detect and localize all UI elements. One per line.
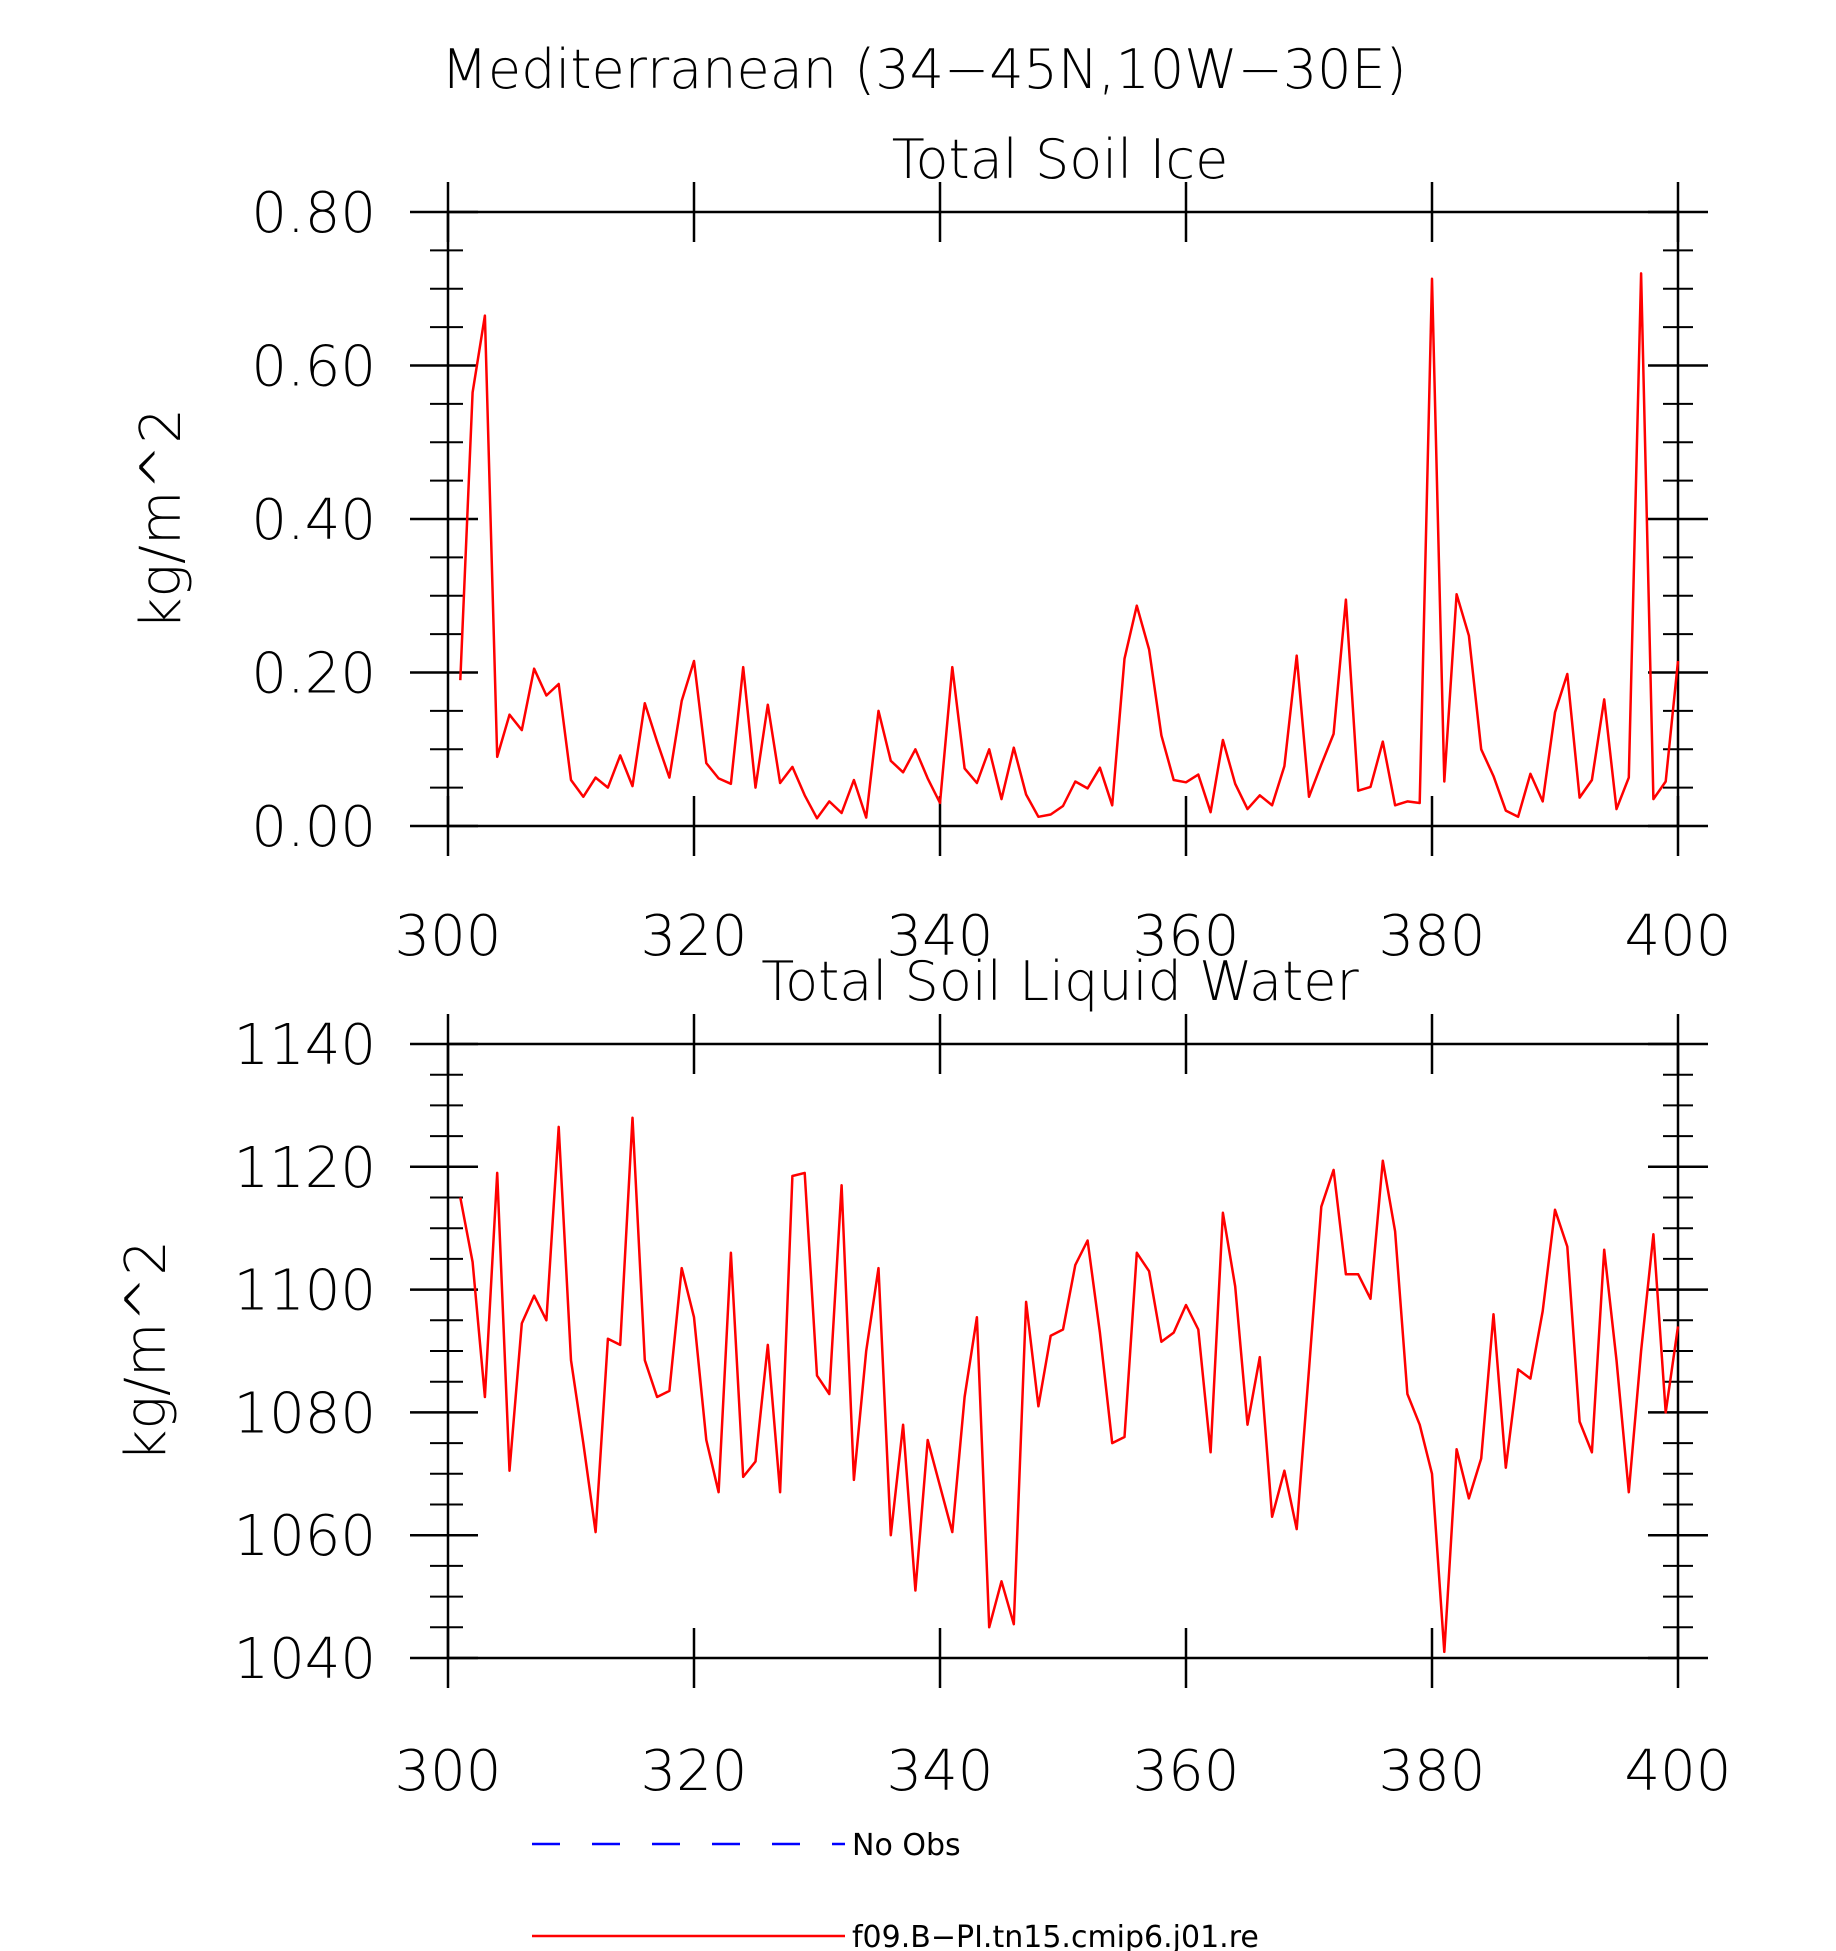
y-tick-label: 1140 (233, 1013, 376, 1078)
y-tick-label: 1100 (233, 1259, 376, 1324)
x-tick-label: 380 (1379, 904, 1486, 969)
x-tick-label: 360 (1133, 1739, 1240, 1804)
model-series-line (459, 1116, 1680, 1654)
x-tick-label: 400 (1625, 1739, 1732, 1804)
y-tick-label: 0.80 (251, 181, 376, 246)
y-tick-label: 0.20 (251, 642, 376, 707)
x-tick-label: 320 (641, 904, 748, 969)
panel-title: Total Soil Ice (892, 128, 1229, 191)
y-axis-label: kg/m^2 (114, 1240, 179, 1462)
legend-obs-label: No Obs (852, 1828, 961, 1863)
y-tick-label: 0.40 (251, 488, 376, 553)
figure-suptitle: Mediterranean (34−45N,10W−30E) (441, 38, 1406, 101)
panel-total-soil-ice: Total Soil Ice kg/m^2 0.00 0.20 0.40 0.60 0.80… (129, 128, 1731, 969)
y-tick-label: 1080 (233, 1381, 376, 1446)
y-tick-label: 0.00 (251, 795, 376, 860)
panel-title: Total Soil Liquid Water (761, 950, 1359, 1013)
y-tick-label: 1060 (233, 1504, 376, 1569)
legend: No Obs f09.B−PI.tn15.cmip6.j01.re (532, 1828, 1259, 1951)
y-axis-label: kg/m^2 (129, 408, 194, 630)
x-tick-label: 340 (887, 1739, 994, 1804)
legend-model-label: f09.B−PI.tn15.cmip6.j01.re (852, 1920, 1259, 1951)
y-tick-label: 1120 (233, 1136, 376, 1201)
y-tick-label: 0.60 (251, 335, 376, 400)
plot-frame (446, 210, 1680, 828)
model-series-line (459, 272, 1680, 820)
x-tick-label: 380 (1379, 1739, 1486, 1804)
x-tick-label: 400 (1625, 904, 1732, 969)
x-tick-label: 360 (1133, 904, 1240, 969)
x-tick-label: 300 (395, 1739, 502, 1804)
x-tick-label: 320 (641, 1739, 748, 1804)
panel-total-soil-liquid-water: Total Soil Liquid Water kg/m^2 1040 1060 108… (114, 950, 1731, 1804)
y-tick-label: 1040 (233, 1627, 376, 1692)
x-tick-label: 300 (395, 904, 502, 969)
x-tick-label: 340 (887, 904, 994, 969)
